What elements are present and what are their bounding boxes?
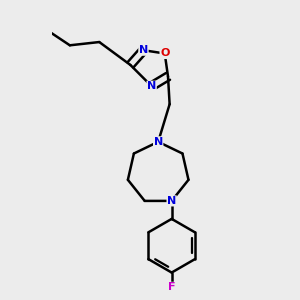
Text: N: N	[154, 137, 163, 147]
Text: N: N	[167, 196, 176, 206]
Text: N: N	[147, 81, 156, 91]
Text: F: F	[168, 282, 176, 292]
Text: O: O	[160, 49, 169, 58]
Text: N: N	[139, 45, 148, 55]
